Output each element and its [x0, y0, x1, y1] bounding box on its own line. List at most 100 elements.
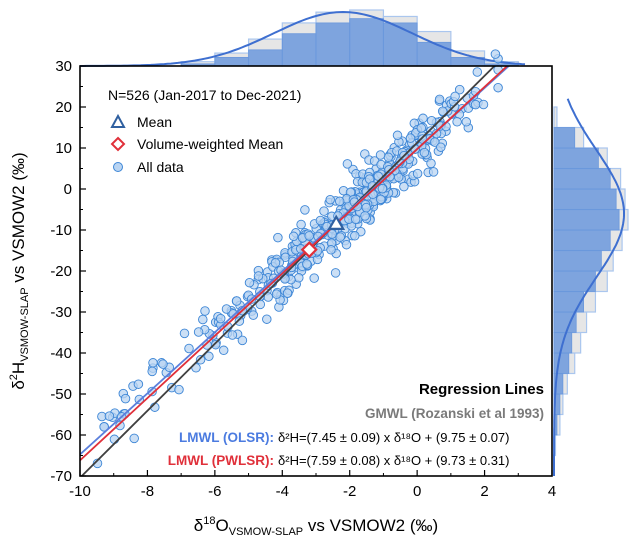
legend-all-marker — [113, 162, 123, 172]
data-point — [133, 379, 144, 389]
data-point — [392, 130, 403, 141]
x-tick-label: -10 — [69, 483, 91, 500]
data-point — [262, 314, 272, 324]
data-point — [399, 181, 409, 192]
data-point — [334, 196, 345, 207]
legend-all-label: All data — [137, 159, 184, 175]
top-hist-bar — [214, 56, 249, 67]
top-hist-bar — [349, 18, 384, 67]
data-point — [120, 393, 131, 404]
data-point — [193, 327, 204, 337]
data-point — [450, 91, 460, 102]
data-point — [115, 420, 125, 431]
data-point — [437, 106, 448, 116]
data-point — [234, 316, 245, 326]
top-histogram — [80, 9, 526, 67]
y-axis-title: δ2HVSMOW-SLAP vs VSMOW2 (‰) — [8, 152, 31, 389]
data-point — [271, 289, 282, 299]
data-point — [315, 215, 326, 226]
data-point — [280, 274, 290, 284]
right-hist-bar — [553, 147, 599, 169]
data-point — [325, 194, 335, 205]
data-point — [204, 351, 214, 362]
data-point — [231, 296, 242, 306]
right-hist-bar — [553, 168, 611, 190]
right-hist-bar-outline — [553, 106, 558, 129]
gmwl-label: GMWL (Rozanski et al 1993) — [365, 406, 544, 421]
top-hist-bar — [281, 33, 317, 67]
top-hist-bar — [383, 22, 418, 67]
data-point — [361, 202, 372, 213]
y-tick-label: 0 — [64, 181, 72, 198]
y-tick-label: 10 — [55, 140, 72, 157]
data-point — [309, 273, 319, 283]
vw-mean-marker — [300, 241, 318, 259]
right-histogram — [553, 98, 629, 476]
regression-line — [80, 66, 509, 461]
y-tick-label: -30 — [50, 304, 72, 321]
legend-vw-mean-marker — [110, 136, 126, 152]
data-point — [227, 330, 238, 340]
y-tick-label: -60 — [50, 427, 72, 444]
data-point — [147, 386, 157, 397]
data-point — [472, 67, 483, 77]
data-point — [221, 304, 232, 314]
data-point — [375, 194, 386, 205]
mean-marker — [327, 214, 346, 230]
regression-title: Regression Lines — [419, 381, 544, 398]
data-point — [273, 232, 283, 243]
data-point — [282, 288, 293, 298]
data-point — [342, 159, 353, 169]
data-point — [109, 434, 120, 445]
data-point — [341, 239, 352, 250]
data-point — [200, 306, 210, 316]
olsr-label: LMWL (OLSR): — [179, 430, 274, 445]
data-point — [184, 343, 194, 354]
x-tick-label: 2 — [480, 483, 488, 500]
y-tick-label: -20 — [50, 263, 72, 280]
data-point — [461, 117, 472, 127]
data-point — [296, 219, 306, 230]
legend-mean-marker — [110, 113, 126, 128]
top-hist-bar — [315, 22, 351, 67]
data-point — [350, 214, 361, 225]
x-tick-label: 0 — [413, 483, 421, 500]
data-point — [326, 245, 336, 255]
x-tick-label: -4 — [276, 483, 289, 500]
data-point — [478, 99, 489, 110]
y-tick-label: -50 — [50, 386, 72, 403]
data-point — [490, 49, 501, 59]
data-point — [350, 231, 360, 241]
data-point — [377, 183, 388, 194]
data-point — [218, 345, 229, 356]
data-point — [302, 259, 312, 269]
legend-header: N=526 (Jan-2017 to Dec-2021) — [108, 87, 301, 103]
data-point — [452, 117, 462, 127]
top-hist-bar — [416, 41, 452, 67]
data-point — [195, 355, 206, 365]
axis-ticks: -10 -8 -6 -4 -2 0 2 4-70-60-50-40-30-20-1001020… — [50, 58, 556, 500]
data-point — [244, 277, 255, 288]
data-point — [300, 205, 310, 215]
y-tick-label: -70 — [50, 468, 72, 485]
legend-vw-mean-label: Volume-weighted Mean — [137, 136, 283, 152]
data-point — [426, 115, 437, 126]
data-point — [148, 358, 158, 368]
data-point — [253, 271, 264, 281]
top-hist-bar — [248, 49, 283, 67]
x-tick-label: -2 — [343, 483, 356, 500]
data-point — [248, 310, 259, 320]
data-point — [270, 258, 281, 268]
x-tick-label: 4 — [548, 483, 556, 500]
y-tick-label: -10 — [50, 222, 72, 239]
data-point — [418, 113, 428, 124]
data-point — [405, 133, 416, 143]
right-hist-bar — [553, 209, 620, 231]
data-point — [304, 231, 314, 241]
data-point — [288, 231, 299, 242]
y-tick-label: 20 — [55, 99, 72, 116]
data-point — [129, 433, 139, 444]
right-hist-bar — [553, 352, 570, 374]
data-point — [335, 232, 345, 242]
data-point — [434, 94, 445, 105]
